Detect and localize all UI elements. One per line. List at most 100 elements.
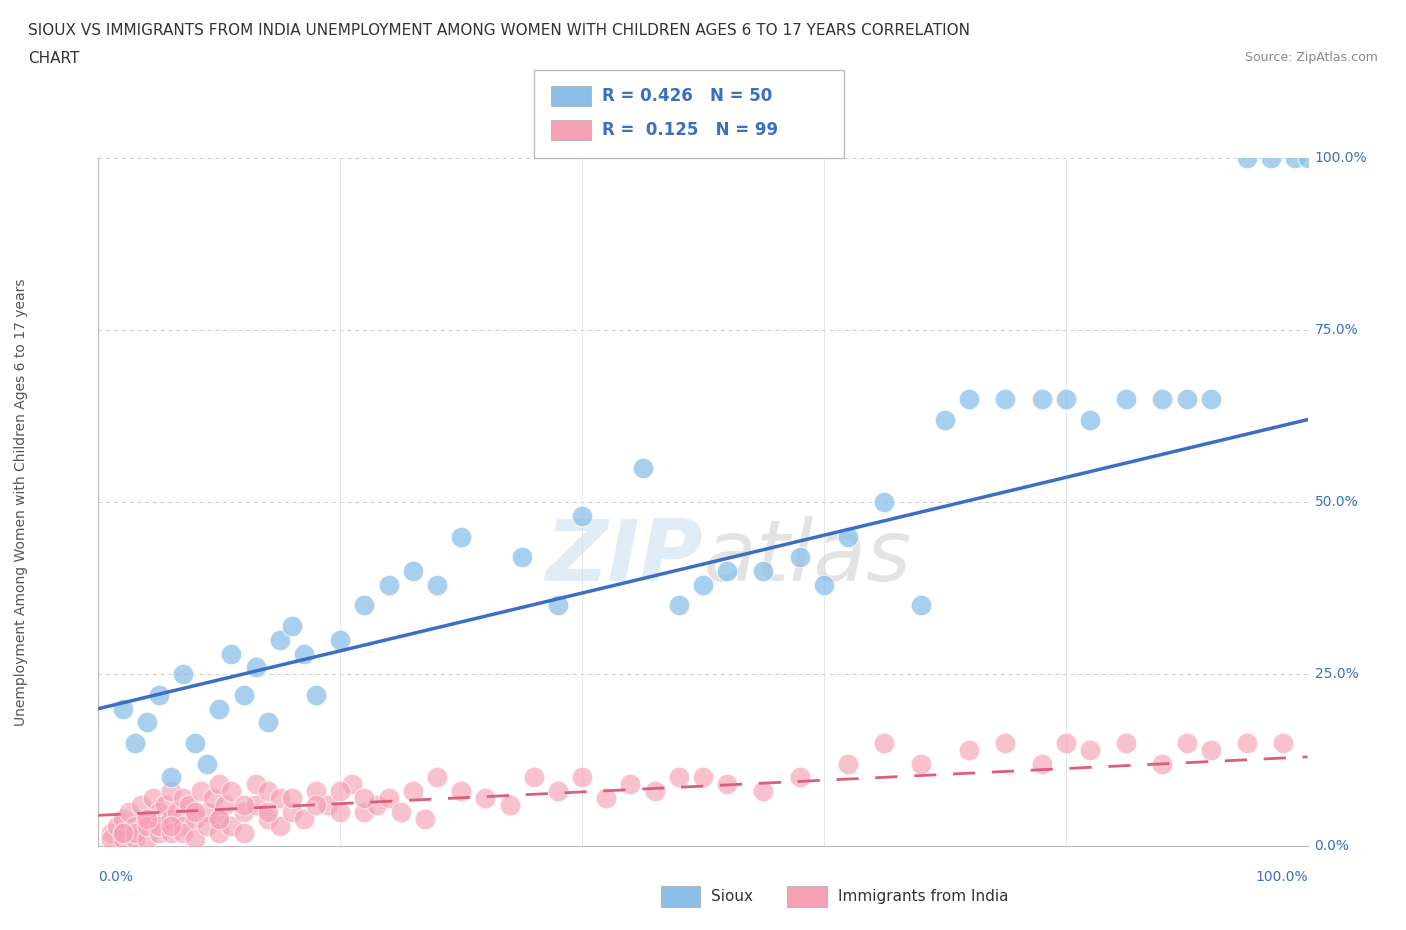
Point <box>1031 392 1053 406</box>
Point <box>172 667 194 682</box>
Point <box>172 825 194 840</box>
Point <box>124 736 146 751</box>
Point <box>474 790 496 805</box>
Point <box>124 825 146 840</box>
Point <box>1031 756 1053 771</box>
Point <box>402 784 425 799</box>
Point <box>342 777 364 791</box>
Point <box>631 460 654 475</box>
Point <box>202 790 225 805</box>
Point <box>148 687 170 702</box>
Point <box>316 798 339 813</box>
Point <box>129 798 152 813</box>
Point <box>450 784 472 799</box>
Point <box>305 687 328 702</box>
Point <box>426 770 449 785</box>
Point <box>214 798 236 813</box>
Point <box>1175 736 1198 751</box>
Point <box>1236 151 1258 166</box>
Point <box>994 392 1017 406</box>
Point <box>190 784 212 799</box>
Point <box>377 790 399 805</box>
Point <box>1284 151 1306 166</box>
Point <box>111 825 134 840</box>
Point <box>837 756 859 771</box>
Point <box>413 811 436 826</box>
Point <box>281 618 304 633</box>
Point <box>1152 756 1174 771</box>
Text: CHART: CHART <box>28 51 80 66</box>
Point <box>873 495 896 510</box>
Point <box>668 770 690 785</box>
Point <box>281 804 304 819</box>
Point <box>957 392 980 406</box>
Text: atlas: atlas <box>703 516 911 599</box>
Point <box>100 825 122 840</box>
Point <box>269 790 291 805</box>
Point <box>1078 412 1101 427</box>
Text: R =  0.125   N = 99: R = 0.125 N = 99 <box>602 121 778 140</box>
Point <box>232 804 254 819</box>
Point <box>111 811 134 826</box>
Point <box>292 811 315 826</box>
Point <box>208 701 231 716</box>
Text: Immigrants from India: Immigrants from India <box>838 889 1008 904</box>
Point <box>547 784 569 799</box>
Point <box>305 784 328 799</box>
Point <box>692 578 714 592</box>
Point <box>752 564 775 578</box>
Text: 100.0%: 100.0% <box>1315 151 1367 166</box>
Point <box>1236 736 1258 751</box>
Point <box>221 818 243 833</box>
Point <box>232 825 254 840</box>
Point <box>644 784 666 799</box>
Point <box>245 798 267 813</box>
Point <box>619 777 641 791</box>
Point <box>245 777 267 791</box>
Point <box>789 770 811 785</box>
Point <box>208 811 231 826</box>
Point <box>1115 392 1137 406</box>
Point <box>111 825 134 840</box>
Point <box>184 736 207 751</box>
Point <box>160 784 183 799</box>
Point <box>934 412 956 427</box>
Point <box>135 715 157 730</box>
Point <box>1078 742 1101 757</box>
Point <box>305 798 328 813</box>
Text: 25.0%: 25.0% <box>1315 667 1358 682</box>
Point <box>329 804 352 819</box>
Point <box>571 770 593 785</box>
Text: 100.0%: 100.0% <box>1256 870 1308 884</box>
Point <box>692 770 714 785</box>
Point <box>256 784 278 799</box>
Point <box>329 632 352 647</box>
Point <box>184 804 207 819</box>
Point <box>668 598 690 613</box>
Point <box>153 798 176 813</box>
Point <box>148 818 170 833</box>
Point <box>789 550 811 565</box>
Point <box>1272 736 1295 751</box>
Point <box>329 784 352 799</box>
Point <box>256 811 278 826</box>
Point <box>208 777 231 791</box>
Point <box>232 687 254 702</box>
Point <box>118 804 141 819</box>
Point <box>1296 151 1319 166</box>
Point <box>813 578 835 592</box>
Point <box>184 811 207 826</box>
Point <box>135 811 157 826</box>
Point <box>292 646 315 661</box>
Point <box>366 798 388 813</box>
Text: 50.0%: 50.0% <box>1315 495 1358 510</box>
Point <box>752 784 775 799</box>
Point <box>269 818 291 833</box>
Point <box>377 578 399 592</box>
Point <box>195 804 218 819</box>
Point <box>172 818 194 833</box>
Text: SIOUX VS IMMIGRANTS FROM INDIA UNEMPLOYMENT AMONG WOMEN WITH CHILDREN AGES 6 TO : SIOUX VS IMMIGRANTS FROM INDIA UNEMPLOYM… <box>28 23 970 38</box>
Point <box>873 736 896 751</box>
Text: ZIP: ZIP <box>546 516 703 599</box>
Point <box>1152 392 1174 406</box>
